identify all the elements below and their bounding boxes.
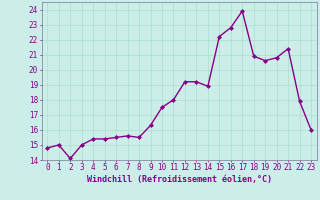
X-axis label: Windchill (Refroidissement éolien,°C): Windchill (Refroidissement éolien,°C) xyxy=(87,175,272,184)
